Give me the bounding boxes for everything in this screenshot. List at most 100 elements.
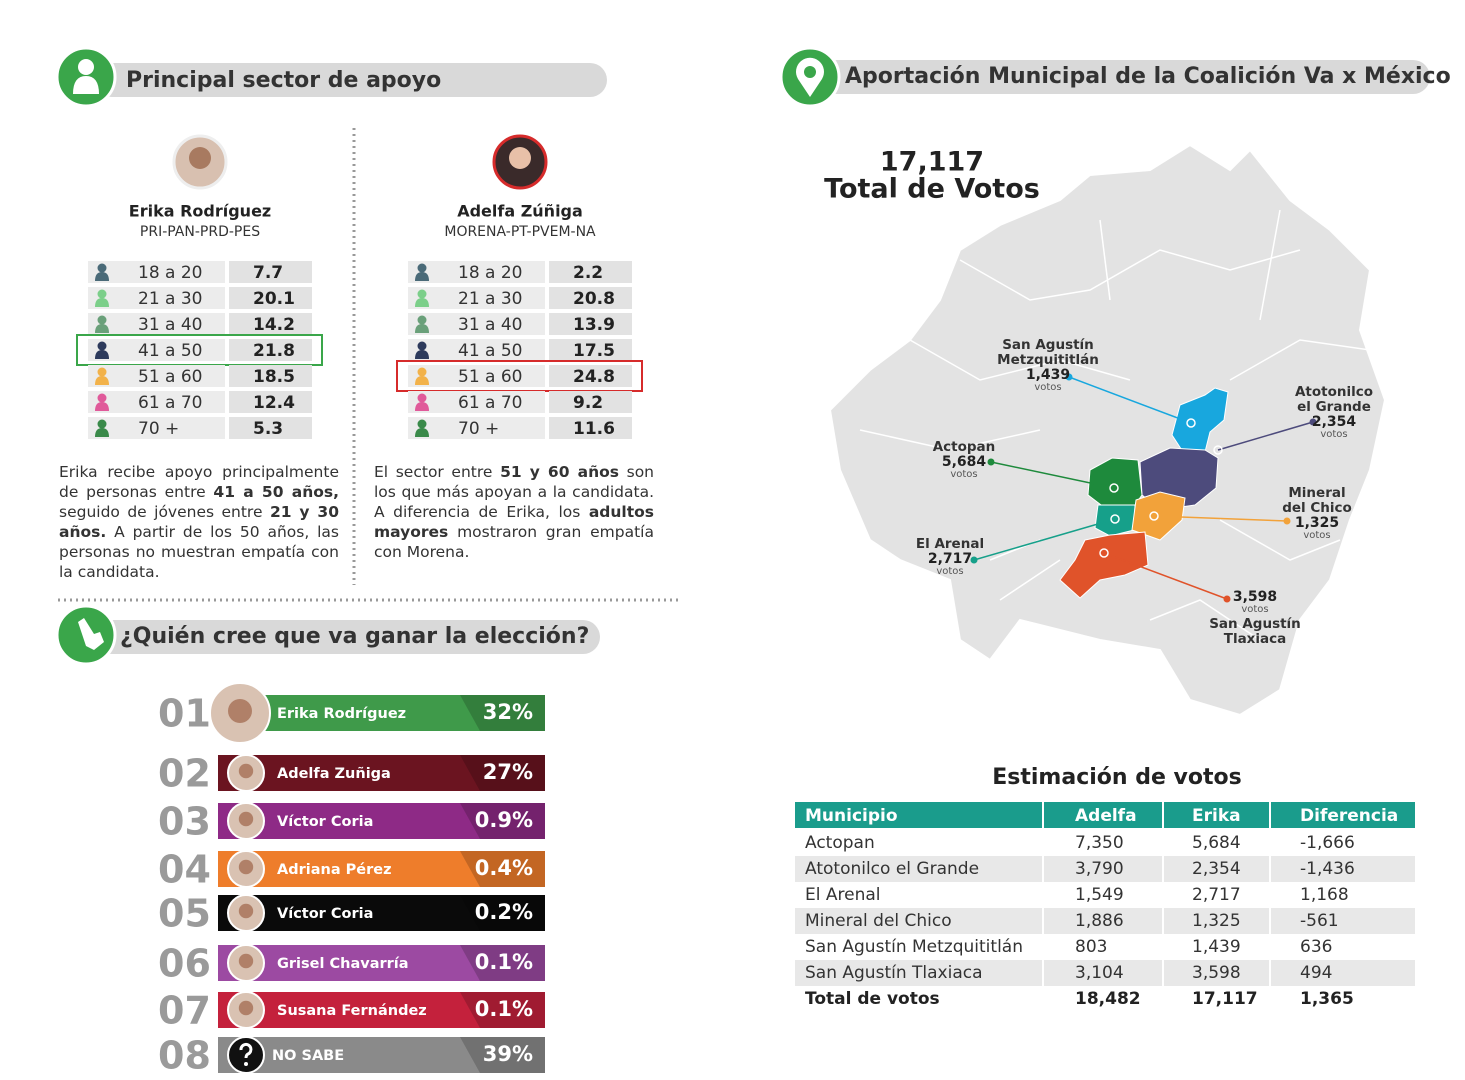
row-bg xyxy=(408,313,545,335)
candidate-percent: 0.1% xyxy=(475,997,533,1021)
age-icon xyxy=(415,350,429,359)
age-label: 61 a 70 xyxy=(458,393,523,413)
rank-bar-accent xyxy=(460,1037,545,1073)
value-bg xyxy=(549,365,632,387)
table-cell: 494 xyxy=(1300,963,1332,983)
value-bg xyxy=(549,391,632,413)
table-cell: -1,666 xyxy=(1300,833,1355,853)
candidate-percent: 39% xyxy=(483,1042,533,1066)
description-text: adultos mayores xyxy=(374,503,654,541)
value-bg xyxy=(229,261,312,283)
icon-shape xyxy=(73,76,99,94)
avatar-face xyxy=(238,811,254,827)
row-bg xyxy=(88,261,225,283)
table-header-bg xyxy=(795,802,1415,828)
avatar-face xyxy=(238,903,254,919)
total-votes-label: Total de Votos xyxy=(824,174,1040,205)
age-value: 9.2 xyxy=(573,393,603,413)
rank-bar-accent xyxy=(460,803,545,839)
table-cell: 3,598 xyxy=(1192,963,1241,983)
rank-bar xyxy=(218,945,545,981)
candidate-name: Víctor Coria xyxy=(277,814,373,830)
age-value: 14.2 xyxy=(253,315,295,335)
leader-dot xyxy=(987,458,995,466)
age-label: 18 a 20 xyxy=(458,263,523,283)
age-label: 70 + xyxy=(138,419,179,439)
header-pill xyxy=(95,63,607,97)
age-icon xyxy=(417,367,427,377)
candidate-party: PRI-PAN-PRD-PES xyxy=(140,224,260,240)
age-value: 11.6 xyxy=(573,419,615,439)
leader-line xyxy=(1103,552,1228,600)
description-text: son los que más apoyan a la candidata. A… xyxy=(374,463,654,521)
age-icon xyxy=(97,367,107,377)
description-text: seguido de jóvenes entre xyxy=(59,503,270,521)
candidate-percent: 0.9% xyxy=(475,808,533,832)
table-header: Erika xyxy=(1192,806,1241,826)
rank-number: 08 xyxy=(158,1034,211,1078)
region-pin xyxy=(1213,445,1223,455)
region-pin xyxy=(1109,483,1119,493)
table-cell: San Agustín Tlaxiaca xyxy=(805,963,983,983)
table-cell: 2,717 xyxy=(1192,885,1241,905)
row-bg xyxy=(88,287,225,309)
region-name: Atotonilco xyxy=(1295,384,1373,400)
table-cell: San Agustín Metzquititlán xyxy=(805,937,1023,957)
avatar xyxy=(189,147,211,169)
age-icon xyxy=(95,402,109,411)
table-cell: 1,168 xyxy=(1300,885,1349,905)
table-row-bg xyxy=(795,908,1415,934)
age-value: 2.2 xyxy=(573,263,603,283)
candidate-percent: 0.1% xyxy=(475,950,533,974)
candidate-name: Víctor Coria xyxy=(277,906,373,922)
rank-bar-accent xyxy=(460,992,545,1028)
region-name: Tlaxiaca xyxy=(1224,631,1287,647)
icon-shape xyxy=(804,66,816,78)
section-title: ¿Quién cree que va ganar la elección? xyxy=(120,624,589,649)
candidate-name: Adriana Pérez xyxy=(277,862,392,878)
value-bg xyxy=(229,287,312,309)
table-header: Adelfa xyxy=(1075,806,1137,826)
description: Erika recibe apoyo principalmente de per… xyxy=(59,462,339,582)
value-bg xyxy=(229,391,312,413)
description-text: El sector entre xyxy=(374,463,501,481)
candidate-name: Adelfa Zúñiga xyxy=(457,202,583,221)
value-bg xyxy=(549,339,632,361)
age-label: 31 a 40 xyxy=(138,315,203,335)
age-label: 51 a 60 xyxy=(458,367,523,387)
region-votes: 1,439 xyxy=(1026,367,1070,383)
rank-number: 07 xyxy=(158,989,211,1033)
age-icon xyxy=(95,272,109,281)
avatar-face xyxy=(238,763,254,779)
age-label: 18 a 20 xyxy=(138,263,203,283)
map-borders xyxy=(859,209,1371,641)
rank-bar xyxy=(218,895,545,931)
age-icon xyxy=(415,402,429,411)
age-icon xyxy=(97,419,107,429)
age-icon xyxy=(97,289,107,299)
age-icon xyxy=(97,315,107,325)
table-cell: 1,439 xyxy=(1192,937,1241,957)
row-bg xyxy=(408,287,545,309)
avatar-face xyxy=(238,1000,254,1016)
table-cell: 5,684 xyxy=(1192,833,1241,853)
row-bg xyxy=(88,417,225,439)
age-icon xyxy=(415,376,429,385)
age-icon xyxy=(95,428,109,437)
description-text: mostraron gran empatía con Morena. xyxy=(374,523,654,561)
age-value: 20.8 xyxy=(573,289,615,309)
table-cell: 1,886 xyxy=(1075,911,1124,931)
rank-bar xyxy=(218,851,545,887)
table-cell: 17,117 xyxy=(1192,989,1258,1009)
table-cell: Actopan xyxy=(805,833,875,853)
region-unit: votos xyxy=(1241,604,1268,615)
leader-dot xyxy=(1309,418,1317,426)
icon-shape xyxy=(78,59,94,75)
age-label: 70 + xyxy=(458,419,499,439)
table-header: Municipio xyxy=(805,806,898,826)
age-label: 41 a 50 xyxy=(458,341,523,361)
table-cell: 1,549 xyxy=(1075,885,1124,905)
candidate-percent: 27% xyxy=(483,760,533,784)
candidate-name: Grisel Chavarría xyxy=(277,956,409,972)
age-icon xyxy=(417,393,427,403)
